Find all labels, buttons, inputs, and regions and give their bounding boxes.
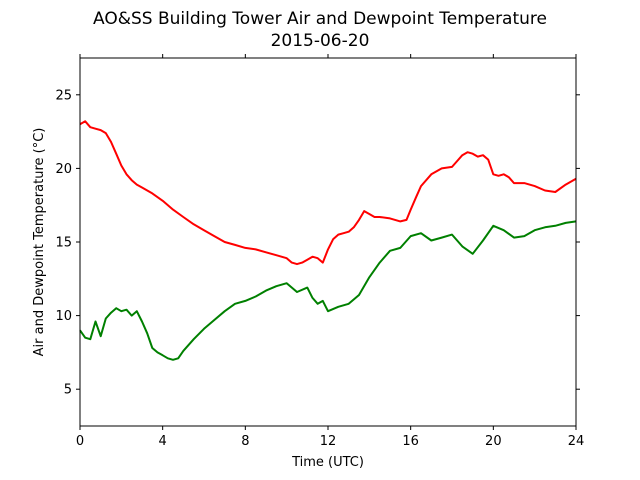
x-tick-label: 20 [485, 434, 502, 449]
x-axis-label: Time (UTC) [291, 455, 364, 470]
chart-title: AO&SS Building Tower Air and Dewpoint Te… [93, 9, 547, 29]
series-line-1 [79, 220, 577, 361]
x-tick-label: 12 [320, 434, 337, 449]
plot-frame [79, 57, 577, 427]
y-tick-label: 10 [55, 309, 72, 324]
x-tick-label: 24 [568, 434, 585, 449]
chart-subtitle: 2015-06-20 [271, 31, 370, 51]
x-tick-label: 0 [76, 434, 84, 449]
y-tick-label: 20 [55, 162, 72, 177]
y-axis-label: Air and Dewpoint Temperature (°C) [32, 128, 47, 357]
x-axis-ticks: 0 4 8 12 16 20 24 [76, 54, 584, 449]
series-line-0 [79, 120, 577, 266]
y-tick-label: 15 [55, 236, 72, 251]
y-tick-label: 5 [64, 383, 72, 398]
y-tick-label: 25 [55, 88, 72, 103]
y-axis-ticks: 5 10 15 20 25 [55, 88, 580, 398]
x-tick-label: 4 [159, 434, 167, 449]
series-layer [79, 120, 577, 361]
x-tick-label: 16 [402, 434, 419, 449]
x-tick-label: 8 [241, 434, 249, 449]
